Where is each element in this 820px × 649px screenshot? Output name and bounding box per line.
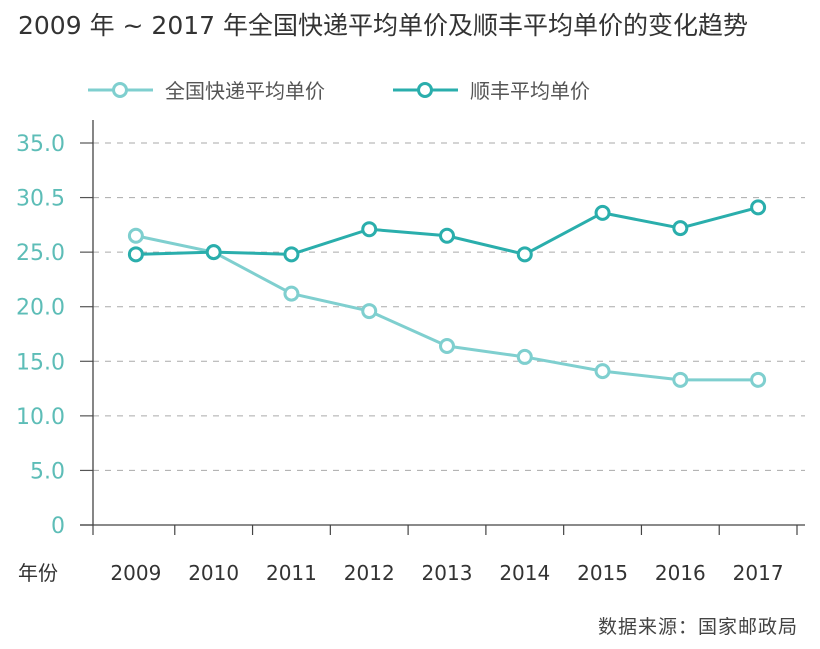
y-tick-label: 30.5 xyxy=(16,187,65,212)
data-point xyxy=(361,303,378,320)
x-tick-label: 2016 xyxy=(655,561,706,585)
x-tick-label: 2009 xyxy=(110,561,161,585)
legend-label: 顺丰平均单价 xyxy=(470,79,590,103)
y-tick-label: 15.0 xyxy=(16,350,65,375)
x-tick-label: 2013 xyxy=(422,561,473,585)
y-tick-label: 0 xyxy=(51,514,65,539)
data-point xyxy=(672,371,689,388)
x-axis-label: 年份 xyxy=(18,561,58,585)
data-point xyxy=(283,246,300,263)
data-point xyxy=(516,246,533,263)
chart-title: 2009 年 ~ 2017 年全国快递平均单价及顺丰平均单价的变化趋势 xyxy=(18,11,748,40)
data-point xyxy=(516,348,533,365)
x-tick-label: 2012 xyxy=(344,561,395,585)
legend-swatch-marker xyxy=(417,82,433,98)
x-tick-label: 2011 xyxy=(266,561,317,585)
data-point xyxy=(594,363,611,380)
data-point xyxy=(750,199,767,216)
x-tick-label: 2010 xyxy=(188,561,239,585)
y-tick-label: 35.0 xyxy=(16,132,65,157)
data-point xyxy=(439,338,455,355)
data-point xyxy=(594,204,611,221)
data-point xyxy=(750,371,767,388)
data-point xyxy=(205,244,222,261)
data-point xyxy=(672,220,689,237)
y-tick-label: 20.0 xyxy=(16,296,65,321)
x-tick-label: 2014 xyxy=(499,561,550,585)
y-tick-label: 25.0 xyxy=(16,241,65,266)
x-tick-label: 2017 xyxy=(733,561,784,585)
data-point xyxy=(127,246,144,263)
data-point xyxy=(283,285,300,302)
data-point xyxy=(127,227,144,244)
data-point xyxy=(439,227,455,244)
data-point xyxy=(361,221,378,238)
legend-swatch-marker xyxy=(112,82,128,98)
y-tick-label: 10.0 xyxy=(16,405,65,430)
x-tick-label: 2015 xyxy=(577,561,628,585)
data-source: 数据来源：国家邮政局 xyxy=(597,616,798,638)
series-line-0 xyxy=(135,234,759,382)
y-tick-label: 5.0 xyxy=(30,459,65,484)
legend-label: 全国快递平均单价 xyxy=(165,79,325,103)
